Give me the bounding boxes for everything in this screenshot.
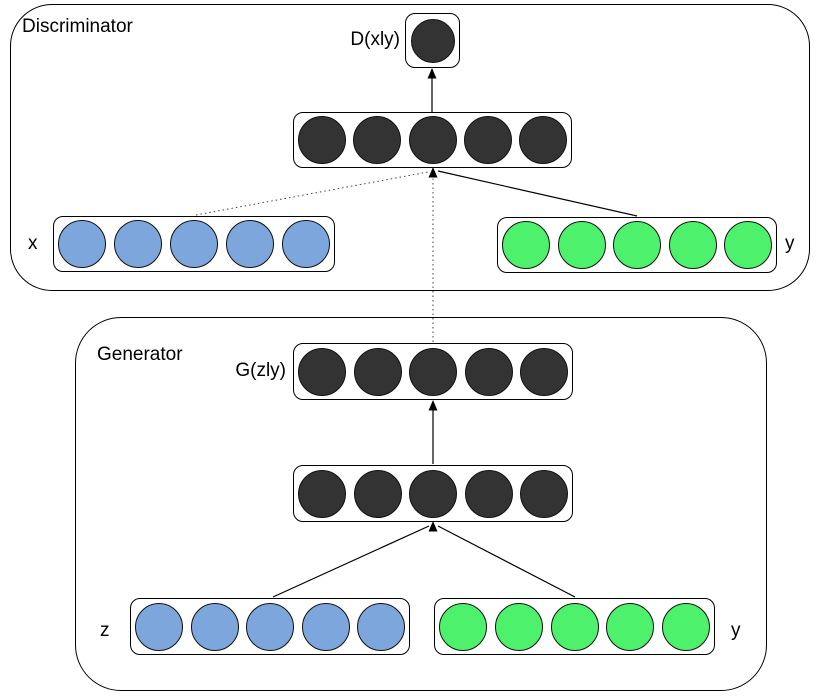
neuron-node	[557, 221, 606, 269]
neuron-node	[353, 469, 402, 518]
neuron-node	[606, 602, 655, 651]
neuron-node	[353, 116, 402, 164]
generator-container	[75, 317, 767, 691]
neuron-node	[439, 602, 487, 651]
neuron-node	[246, 602, 294, 651]
neuron-node	[114, 220, 162, 268]
neuron-node	[668, 221, 717, 269]
z-input-layer	[130, 598, 410, 655]
neuron-node	[520, 469, 568, 518]
neuron-node	[464, 347, 513, 396]
d-hidden-layer	[293, 112, 572, 168]
d-y-input-layer	[497, 217, 777, 273]
neuron-node	[464, 469, 513, 518]
neuron-node	[190, 602, 239, 651]
x-input-label: x	[28, 233, 38, 254]
d-y-input-label: y	[785, 233, 795, 254]
discriminator-title: Discriminator	[22, 16, 133, 37]
g-output-label: G(zly)	[235, 360, 286, 381]
neuron-node	[170, 220, 218, 268]
d-output-layer	[405, 13, 460, 68]
neuron-node	[301, 602, 350, 651]
neuron-node	[409, 469, 457, 518]
g-output-layer	[293, 343, 573, 400]
neuron-node	[502, 221, 550, 269]
neuron-node	[613, 221, 661, 269]
neuron-node	[520, 347, 568, 396]
g-y-input-label: y	[731, 620, 741, 641]
neuron-node	[298, 469, 346, 518]
neuron-node	[353, 347, 402, 396]
discriminator-container	[10, 4, 810, 291]
neuron-node	[463, 116, 512, 164]
neuron-node	[408, 116, 457, 164]
neuron-node	[298, 116, 346, 164]
neuron-node	[550, 602, 599, 651]
neuron-node	[662, 602, 710, 651]
g-hidden-layer	[293, 465, 573, 522]
d-output-label: D(xly)	[350, 29, 400, 50]
neuron-node	[724, 221, 772, 269]
neuron-node	[519, 116, 567, 164]
generator-title: Generator	[97, 344, 183, 365]
neuron-node	[58, 220, 106, 268]
g-y-input-layer	[434, 598, 715, 655]
neuron-node	[135, 602, 183, 651]
neuron-node	[410, 18, 455, 63]
neuron-node	[409, 347, 457, 396]
neuron-node	[282, 220, 330, 268]
neuron-node	[494, 602, 543, 651]
neuron-node	[226, 220, 274, 268]
x-input-layer	[53, 216, 335, 272]
z-input-label: z	[100, 620, 110, 641]
neuron-node	[357, 602, 405, 651]
neuron-node	[298, 347, 346, 396]
